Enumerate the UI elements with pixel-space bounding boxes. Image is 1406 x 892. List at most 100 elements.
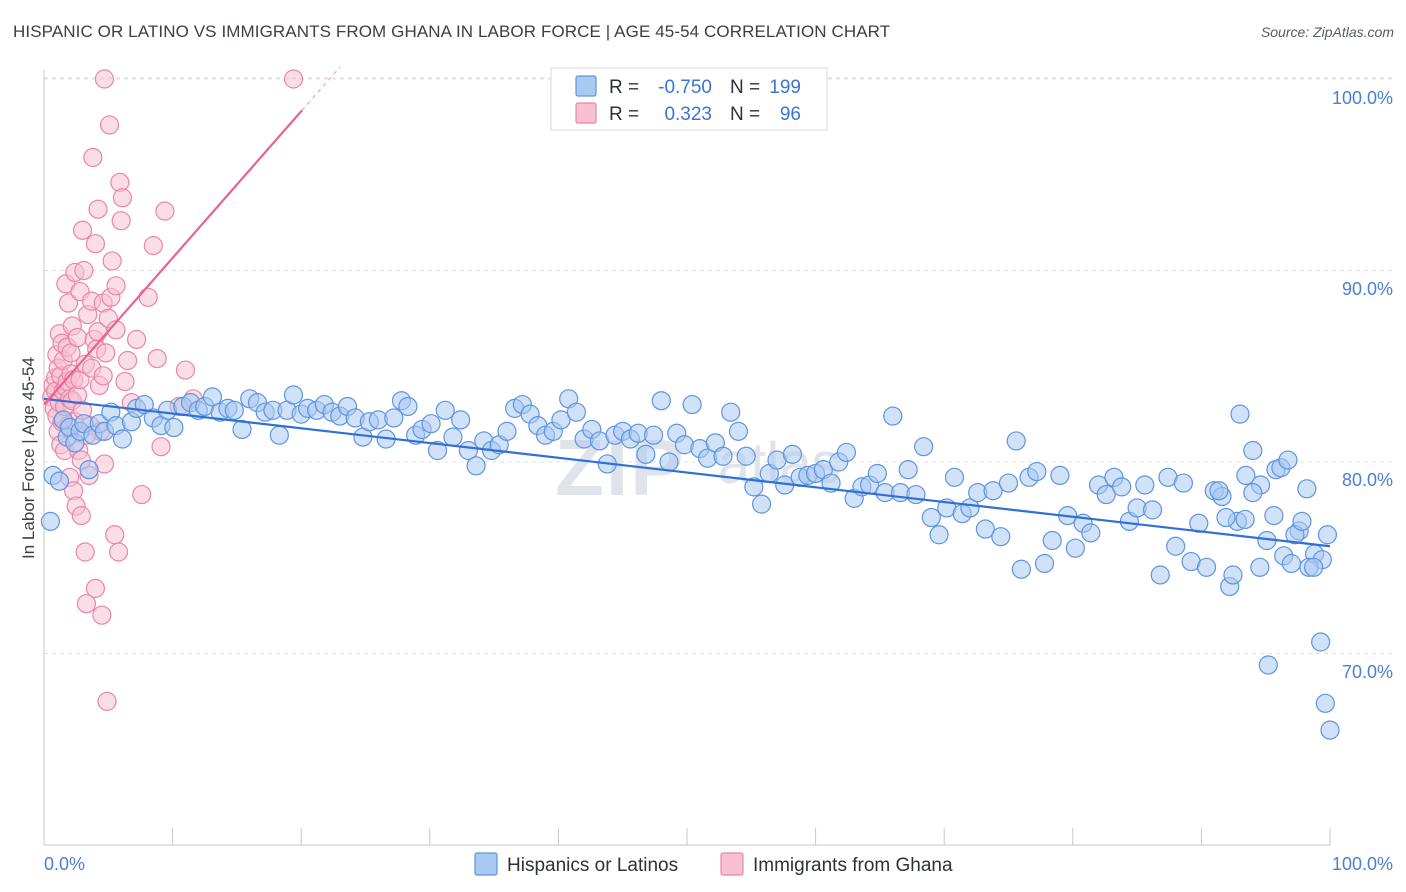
hispanic-point — [269, 425, 289, 445]
hispanic-point — [782, 444, 803, 464]
hispanic-point — [728, 421, 749, 441]
y-tick-label-100: 100.0% — [1332, 88, 1393, 108]
y-tick-label-80: 80.0% — [1342, 470, 1393, 490]
ghana-point — [92, 605, 112, 625]
hispanic-point — [1250, 557, 1270, 577]
hispanic-point — [1304, 557, 1324, 577]
hispanic-point — [283, 385, 304, 405]
legend-r-label-2: R = — [609, 104, 639, 125]
trend-line-ghana — [43, 109, 303, 406]
hispanic-point — [1006, 431, 1026, 451]
hispanic-point — [421, 414, 441, 434]
legend-r-label-1: R = — [609, 77, 639, 98]
hispanic-point — [566, 402, 587, 422]
hispanic-point — [883, 406, 903, 426]
hispanic-point — [914, 437, 934, 457]
ghana-point — [112, 188, 133, 208]
ghana-point — [283, 69, 304, 89]
hispanic-point — [427, 440, 448, 461]
legend-r-value-1: -0.750 — [658, 77, 712, 98]
hispanic-point — [1264, 506, 1284, 526]
ghana-point — [85, 234, 106, 254]
hispanic-point — [1096, 484, 1116, 505]
hispanic-point — [1135, 475, 1155, 495]
hispanic-point — [1142, 500, 1163, 520]
trend-line-hispanic — [43, 397, 1331, 548]
hispanic-point — [1243, 440, 1263, 461]
x-tick-label-min: 0.0% — [44, 854, 85, 874]
axes-layer — [43, 70, 1331, 846]
ghana-point — [108, 542, 129, 562]
chart-title: HISPANIC OR LATINO VS IMMIGRANTS FROM GH… — [13, 22, 891, 41]
series-hispanic-points — [40, 385, 1340, 740]
hispanic-point — [551, 410, 571, 430]
ghana-point — [111, 211, 131, 231]
hispanic-point — [1216, 507, 1236, 528]
hispanic-point — [1278, 450, 1298, 470]
hispanic-point — [721, 402, 741, 422]
hispanic-point — [651, 391, 671, 411]
hispanic-point — [497, 421, 517, 441]
hispanic-point — [1235, 509, 1255, 530]
ghana-point — [132, 484, 152, 505]
source-label: Source: ZipAtlas.com — [1260, 24, 1394, 40]
hispanic-point — [398, 396, 418, 417]
ghana-point — [94, 69, 115, 89]
hispanic-point — [1243, 483, 1263, 503]
ghana-point — [106, 276, 126, 296]
hispanic-point — [1317, 525, 1338, 545]
ghana-point — [58, 293, 79, 313]
ghana-point — [99, 115, 120, 135]
hispanic-point — [1065, 538, 1085, 558]
hispanic-point — [466, 456, 486, 476]
hispanic-point — [744, 477, 764, 497]
hispanic-point — [659, 452, 679, 472]
ghana-point — [126, 329, 147, 350]
bottom-legend: Hispanics or Latinos Immigrants from Gha… — [474, 852, 953, 876]
hispanic-point — [1315, 693, 1335, 713]
legend-box: R = -0.750 N = 199 R = 0.323 N = 96 — [550, 67, 828, 131]
hispanic-point — [1173, 473, 1193, 493]
trend-line-ghana-extension — [301, 66, 341, 111]
hispanic-point — [1196, 557, 1217, 577]
hispanic-point — [1311, 632, 1331, 652]
legend-swatch-ghana — [575, 102, 597, 124]
ghana-point — [76, 594, 97, 614]
hispanic-point — [1166, 536, 1186, 556]
hispanic-point — [944, 467, 965, 487]
ghana-point — [147, 348, 167, 369]
hispanic-point — [736, 446, 756, 466]
ghana-point — [138, 287, 158, 307]
bottom-legend-swatch-hispanic — [474, 852, 498, 876]
ghana-point — [93, 366, 113, 386]
hispanic-point — [1050, 465, 1070, 486]
bottom-legend-swatch-ghana — [720, 852, 744, 876]
legend-n-value-1: 199 — [769, 77, 801, 98]
hispanic-point — [49, 471, 70, 491]
hispanic-point — [1320, 720, 1340, 740]
hispanic-point — [40, 511, 61, 531]
hispanic-point — [451, 410, 471, 430]
legend-n-label-2: N = — [730, 104, 760, 125]
ghana-point — [115, 371, 135, 392]
ghana-point — [74, 260, 94, 281]
ghana-point — [67, 327, 88, 348]
legend-swatch-hispanic — [575, 75, 597, 97]
ghana-point — [102, 251, 122, 271]
hispanic-point — [1081, 523, 1101, 543]
ghana-point — [117, 350, 138, 371]
hispanic-point — [998, 473, 1019, 493]
hispanic-point — [867, 463, 887, 484]
ghana-point — [83, 147, 103, 168]
hispanic-point — [1112, 477, 1132, 497]
hispanic-point — [1297, 479, 1317, 499]
hispanic-point — [202, 387, 223, 407]
y-tick-label-90: 90.0% — [1342, 279, 1393, 299]
ghana-point — [85, 578, 106, 598]
ghana-point — [143, 236, 163, 256]
ghana-point — [175, 360, 196, 380]
hispanic-point — [1027, 461, 1047, 482]
legend-n-value-2: 96 — [780, 104, 801, 125]
hispanic-point — [1281, 553, 1302, 574]
